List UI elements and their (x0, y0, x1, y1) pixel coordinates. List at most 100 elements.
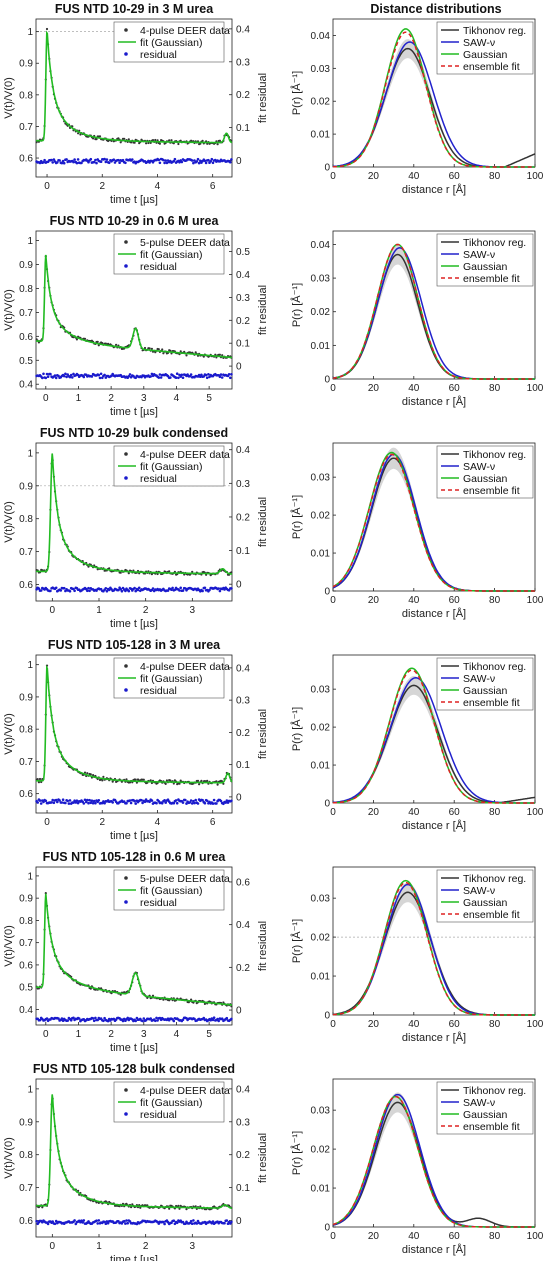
time-panel-6-ylabel: V(t)/V(0) (3, 1137, 15, 1179)
time-panel-1-data-point (216, 143, 219, 146)
time-panel-1-data-point (158, 142, 161, 145)
distance-panel-1-xtick-label: 0 (330, 171, 336, 182)
time-panel-6-fit-line (36, 1094, 233, 1209)
distance-panel-6-xtick-label: 60 (449, 1231, 461, 1242)
time-panel-3-y2tick-label: 0 (236, 580, 242, 591)
time-panel-2: FUS NTD 10-29 in 0.6 M urea 0 1 2 3 4 5 0.4 0.5 0… (3, 214, 269, 418)
time-panel-4-data-point (198, 783, 201, 786)
distance-panel-6-ytick-label: 0 (324, 1223, 330, 1234)
time-panel-3-residual-point (104, 587, 108, 590)
time-panel-4-residual-point (150, 799, 154, 802)
time-panel-3-y2tick-label: 0.1 (236, 546, 250, 557)
time-panel-5-ytick-label: 1 (27, 871, 33, 882)
time-panel-1-residual-point (230, 158, 233, 161)
time-panel-4-residual-point (44, 799, 48, 803)
time-panel-4-residual-point (97, 799, 101, 802)
time-panel-4-data-point (169, 779, 172, 782)
distance-panel-1-xlabel: distance r [Å] (402, 183, 466, 196)
time-panel-1-data-point (45, 27, 49, 31)
time-panel-3-residual-point (166, 589, 170, 592)
time-panel-4-data-point (134, 778, 137, 781)
time-panel-4-residual-point (56, 800, 59, 804)
time-panel-4-data-point (125, 778, 128, 781)
time-panel-2-residual-point (150, 372, 154, 376)
time-panel-1-residual-point (211, 161, 215, 165)
time-panel-6-residual-point (184, 1222, 187, 1225)
time-panel-1-data-point (119, 141, 122, 144)
distance-panel-2-ytick-label: 0.02 (311, 307, 331, 318)
time-panel-3-ylabel: V(t)/V(0) (3, 501, 15, 543)
time-panel-1-residual-point (229, 160, 232, 164)
distance-panel-6-xtick-label: 20 (368, 1231, 380, 1242)
time-panel-3-residual-point (217, 587, 220, 590)
time-panel-3-residual-point (203, 586, 207, 590)
time-panel-3-residual-point (137, 586, 141, 590)
time-panel-2-residual-point (174, 376, 178, 380)
time-panel-6-legend-entry: 4-pulse DEER data (140, 1085, 230, 1097)
distance-panel-4-xtick-label: 100 (527, 807, 544, 818)
time-panel-5-data-point (151, 994, 155, 997)
time-panel-4-residual-point (201, 798, 204, 802)
time-panel-2-residual-point (227, 373, 231, 376)
time-panel-4-legend-marker (124, 688, 128, 692)
time-panel-6-y2tick-label: 0.2 (236, 1150, 250, 1161)
time-panel-4-residual-point (134, 802, 137, 805)
time-panel-2-residual-point (97, 373, 101, 377)
time-panel-4-residual-point (52, 801, 56, 805)
time-panel-4-residual-point (193, 801, 196, 805)
distance-panel-4-legend-entry: Tikhonov reg. (463, 661, 526, 673)
distance-panel-3-ytick-label: 0 (324, 587, 330, 598)
time-panel-2-residual-point (159, 376, 163, 379)
time-panel-1-residual-point (80, 161, 83, 165)
time-panel-3-residual-point (227, 589, 231, 592)
time-panel-4-residual-point (230, 799, 233, 803)
time-panel-1-axes-box (35, 18, 233, 178)
distance-panel-6-xlabel: distance r [Å] (402, 1243, 466, 1256)
time-panel-2-residual-point (44, 376, 48, 380)
time-panel-3-residual-point (120, 589, 124, 593)
distance-panel-2-xtick-label: 60 (449, 383, 461, 394)
time-panel-3-residual-point (68, 590, 72, 593)
time-panel-2-residual-point (68, 375, 72, 379)
time-panel-4-residual-point (87, 801, 90, 805)
time-panel-5-residual-point (181, 1018, 185, 1021)
time-panel-5-y2tick-label: 0.2 (236, 963, 250, 974)
distance-panel-6-ytick-label: 0.01 (311, 1184, 331, 1195)
distance-panel-4-legend-entry: SAW-ν (463, 673, 495, 685)
time-panel-3-y2tick-label: 0.3 (236, 479, 250, 490)
distance-panel-3-xtick-label: 0 (330, 595, 336, 606)
distance-panel-2-ytick-label: 0 (324, 375, 330, 386)
time-panel-1-residual-point (190, 159, 194, 162)
distance-panel-5-series-ensemble-fit (333, 881, 535, 1016)
time-panel-5-axes-box (35, 866, 233, 1026)
distance-panel-6-legend-entry: Tikhonov reg. (463, 1085, 526, 1097)
time-panel-3-residual-point (179, 586, 182, 590)
time-panel-6-data-point (178, 1207, 181, 1210)
time-panel-3-residual-point (39, 589, 43, 592)
time-panel-6-axes-box (35, 1078, 233, 1238)
time-panel-4-data-point (102, 775, 105, 779)
time-panel-3-xtick-label: 3 (190, 605, 196, 616)
time-panel-4-residual-point (91, 801, 95, 805)
time-panel-6-xtick-label: 3 (190, 1241, 196, 1252)
distance-panel-6-ytick-label: 0.03 (311, 1106, 331, 1117)
distance-panel-3-axes-box (332, 442, 536, 592)
time-panel-4-xtick-label: 6 (210, 817, 216, 828)
time-panel-1-residual-point (89, 157, 93, 161)
time-panel-5-residual-point (230, 1017, 233, 1021)
time-panel-2-legend-entry: 5-pulse DEER data (140, 237, 230, 249)
time-panel-3-residual-point (151, 587, 155, 590)
distance-panel-6-axes-box (332, 1078, 536, 1228)
time-panel-4-xtick-label: 4 (155, 817, 161, 828)
time-panel-3-residual-point (49, 589, 52, 593)
distance-panel-4-xtick-label: 20 (368, 807, 380, 818)
time-panel-4-residual-point (141, 801, 144, 805)
time-panel-1-residual-point (178, 161, 181, 164)
time-panel-1-residual-point (172, 159, 176, 163)
time-panel-4-residual-point (88, 798, 91, 802)
time-panel-5-residual-point (96, 1018, 99, 1022)
time-panel-3-residual-point (134, 589, 137, 593)
time-panel-1-residual-point (51, 161, 54, 164)
time-panel-3: FUS NTD 10-29 bulk condensed 0 1 2 3 0.6 0.7 0.… (3, 426, 269, 630)
time-panel-2-residual-point (71, 376, 74, 379)
